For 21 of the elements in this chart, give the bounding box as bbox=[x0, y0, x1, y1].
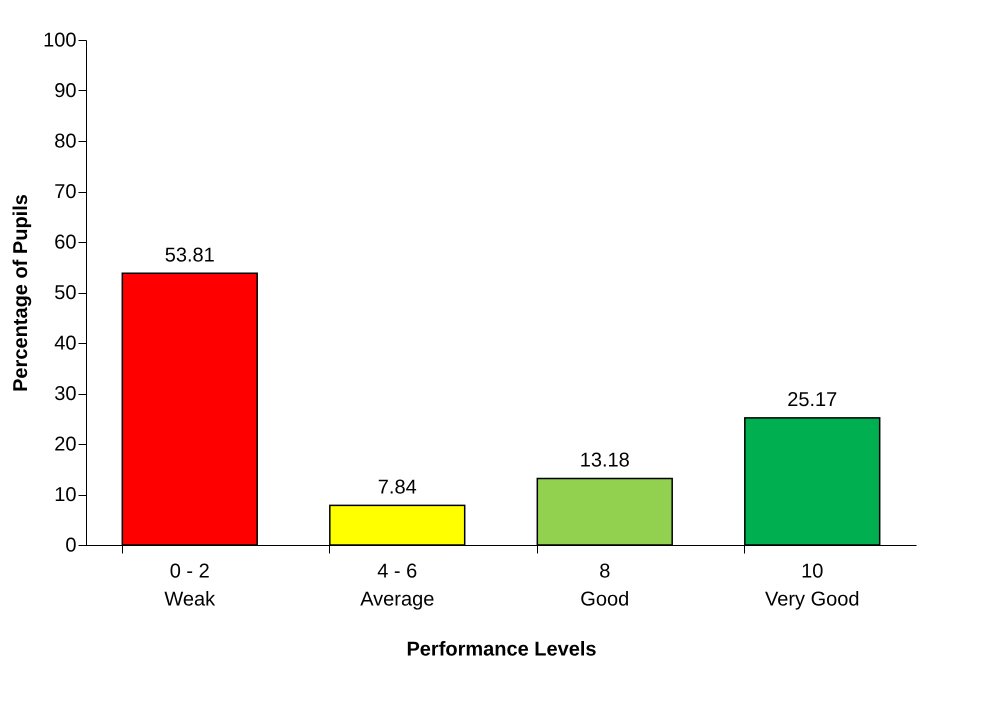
data-label: 7.84 bbox=[378, 476, 417, 498]
data-label: 13.18 bbox=[580, 449, 630, 472]
x-tick-label: 4 - 6 Average bbox=[360, 560, 434, 610]
x-tick-label: 0 - 2 Weak bbox=[164, 560, 216, 610]
y-tick-label: 30 bbox=[54, 383, 76, 405]
y-tick-label: 60 bbox=[54, 232, 76, 254]
y-tick-label: 20 bbox=[54, 434, 76, 456]
y-tick-label: 50 bbox=[54, 282, 76, 304]
y-axis-title: Percentage of Pupils bbox=[10, 194, 32, 392]
y-tick-label: 100 bbox=[43, 30, 76, 52]
x-tick-label: 8 Good bbox=[580, 560, 630, 610]
y-tick-label: 70 bbox=[54, 181, 76, 203]
x-axis-title: Performance Levels bbox=[406, 638, 597, 660]
y-tick-label: 80 bbox=[54, 130, 76, 152]
y-tick-label: 40 bbox=[54, 332, 76, 354]
y-tick-label: 10 bbox=[54, 484, 76, 506]
x-tick-label: 10 Very Good bbox=[764, 560, 860, 610]
y-tick-label: 0 bbox=[65, 534, 76, 556]
data-label: 25.17 bbox=[787, 388, 838, 411]
data-label: 53.81 bbox=[164, 244, 215, 266]
y-tick-label: 90 bbox=[54, 80, 76, 102]
